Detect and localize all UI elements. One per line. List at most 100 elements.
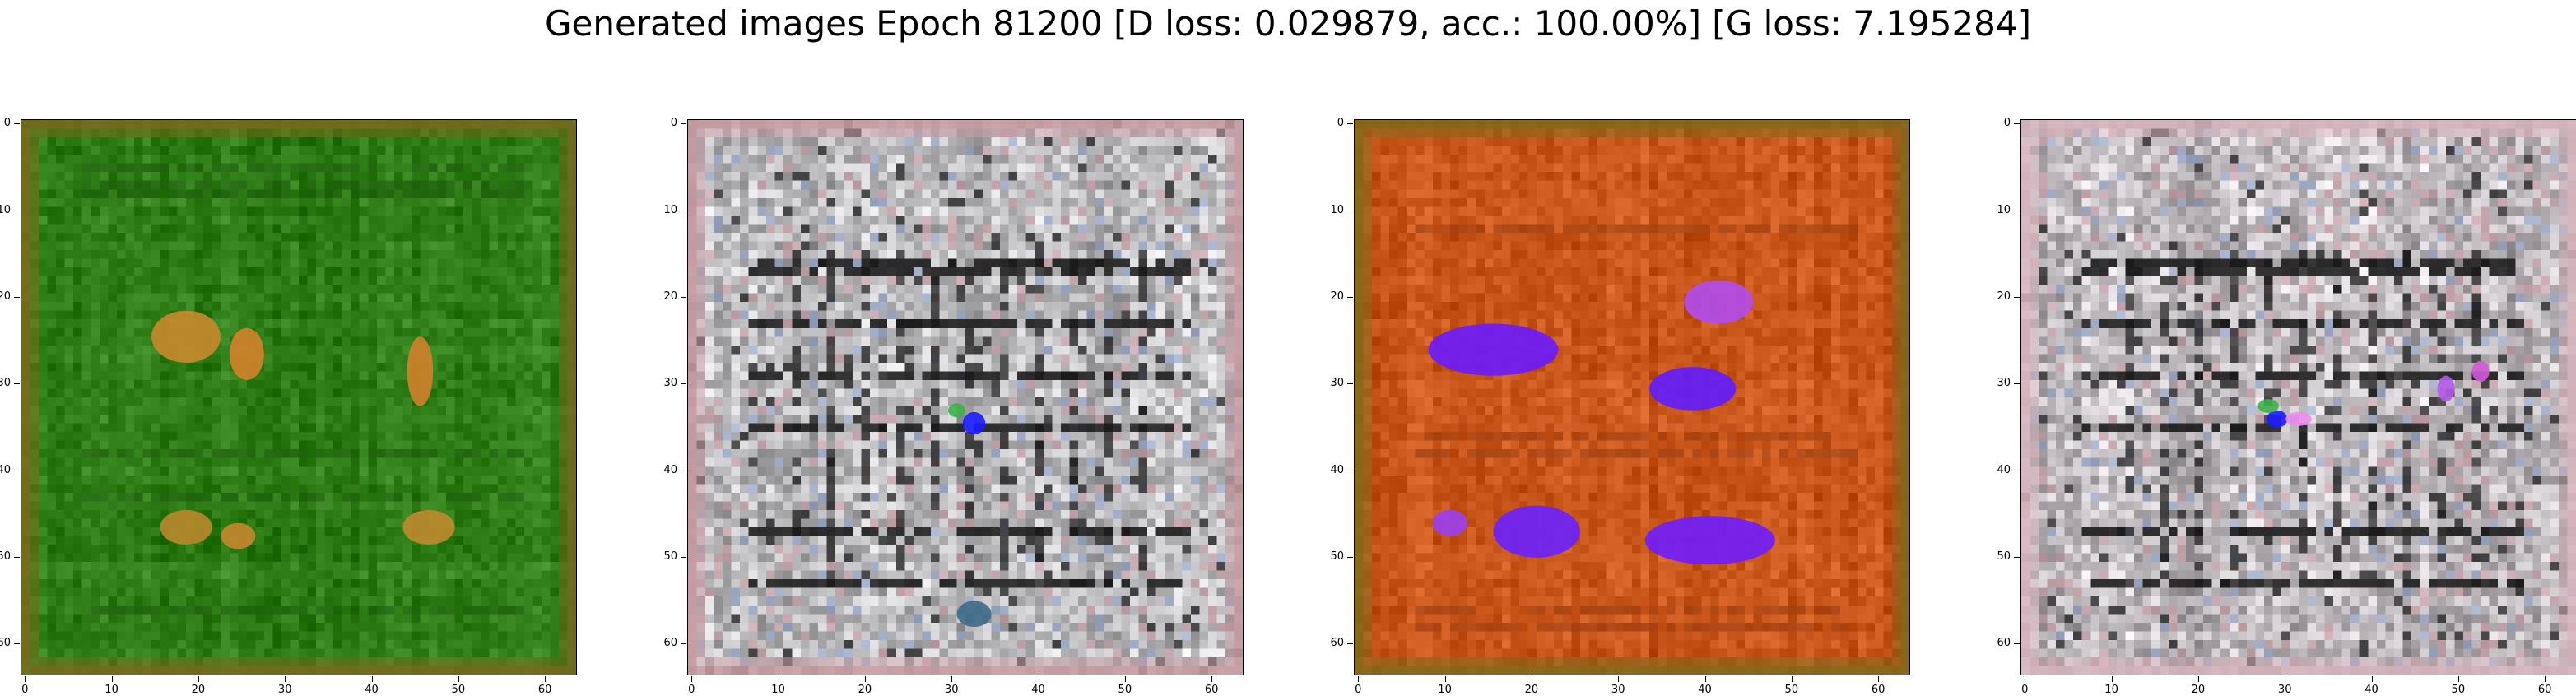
y-tick <box>1347 297 1353 298</box>
y-tick-label: 40 <box>0 465 11 476</box>
x-tick <box>198 676 199 682</box>
color-blob <box>2438 376 2455 402</box>
y-tick <box>1347 123 1353 124</box>
y-tick-label: 50 <box>1997 551 2011 563</box>
y-tick <box>681 123 686 124</box>
y-tick-label: 50 <box>663 551 677 563</box>
y-tick-label: 30 <box>1997 378 2011 389</box>
y-tick-label: 0 <box>4 118 11 129</box>
pixel-grid <box>688 120 1243 675</box>
color-blob <box>2267 411 2287 428</box>
generated-image <box>1354 119 1910 675</box>
color-blob <box>1429 323 1559 375</box>
pixel-grid <box>2021 120 2576 675</box>
x-tick <box>1125 676 1126 682</box>
x-tick <box>1358 676 1359 682</box>
y-tick <box>14 383 20 384</box>
y-tick-label: 20 <box>663 291 677 303</box>
y-tick-label: 10 <box>1997 205 2011 216</box>
y-tick-label: 60 <box>0 638 11 649</box>
color-blob <box>160 510 212 545</box>
generated-image <box>687 119 1244 675</box>
x-tick <box>1445 676 1446 682</box>
x-tick-label: 60 <box>1205 684 1219 696</box>
y-tick-label: 50 <box>0 551 11 563</box>
color-blob <box>2285 412 2312 426</box>
color-blob <box>407 336 434 406</box>
x-tick <box>372 676 373 682</box>
generated-image <box>2020 119 2576 675</box>
x-tick <box>545 676 546 682</box>
y-tick <box>14 123 20 124</box>
y-tick <box>1347 383 1353 384</box>
y-tick <box>681 383 686 384</box>
x-tick <box>1705 676 1706 682</box>
figure-title: Generated images Epoch 81200 [D loss: 0.… <box>0 0 2576 48</box>
x-tick-label: 10 <box>2104 684 2118 696</box>
color-blob <box>221 523 255 550</box>
y-tick <box>2014 383 2020 384</box>
x-tick <box>458 676 459 682</box>
color-blob <box>1433 510 1467 536</box>
x-tick <box>1792 676 1793 682</box>
x-tick-label: 20 <box>1525 684 1539 696</box>
y-tick <box>14 297 20 298</box>
y-tick <box>14 557 20 558</box>
x-tick-label: 20 <box>858 684 872 696</box>
y-tick-label: 30 <box>0 378 11 389</box>
y-tick-label: 50 <box>1330 551 1344 563</box>
x-tick <box>865 676 866 682</box>
color-blob <box>956 601 991 627</box>
x-tick-label: 50 <box>1118 684 1132 696</box>
y-tick-label: 40 <box>1997 465 2011 476</box>
y-tick-label: 10 <box>663 205 677 216</box>
color-blob <box>1645 516 1775 564</box>
y-tick <box>681 643 686 644</box>
y-tick-label: 60 <box>663 638 677 649</box>
x-tick-label: 30 <box>2278 684 2292 696</box>
y-tick <box>2014 557 2020 558</box>
y-tick-label: 60 <box>1330 638 1344 649</box>
color-blob <box>402 510 454 545</box>
y-tick-label: 0 <box>2004 118 2011 129</box>
color-blob <box>1684 281 1753 324</box>
x-tick-label: 30 <box>945 684 959 696</box>
color-blob <box>1494 506 1580 558</box>
x-tick-label: 40 <box>365 684 379 696</box>
x-tick-label: 30 <box>278 684 292 696</box>
x-tick <box>691 676 692 682</box>
x-tick <box>2545 676 2546 682</box>
color-blob <box>151 311 221 363</box>
x-tick-label: 60 <box>1872 684 1886 696</box>
x-tick <box>2112 676 2113 682</box>
x-tick-label: 40 <box>1698 684 1712 696</box>
color-blob <box>230 328 264 380</box>
x-tick <box>951 676 952 682</box>
x-tick <box>1618 676 1619 682</box>
x-tick-label: 20 <box>192 684 206 696</box>
y-tick <box>2014 643 2020 644</box>
x-tick-label: 50 <box>2452 684 2466 696</box>
x-tick-label: 50 <box>1785 684 1799 696</box>
x-tick-label: 40 <box>1031 684 1045 696</box>
y-tick <box>14 643 20 644</box>
y-tick-label: 20 <box>1997 291 2011 303</box>
y-tick <box>2014 297 2020 298</box>
x-tick-label: 50 <box>452 684 466 696</box>
x-tick <box>1878 676 1879 682</box>
x-tick-label: 40 <box>2364 684 2378 696</box>
pixel-grid <box>21 120 576 675</box>
y-tick-label: 10 <box>0 205 11 216</box>
y-tick-label: 40 <box>1330 465 1344 476</box>
x-tick-label: 10 <box>105 684 119 696</box>
y-tick-label: 20 <box>0 291 11 303</box>
y-tick <box>681 297 686 298</box>
y-tick-label: 0 <box>1337 118 1344 129</box>
y-tick <box>681 557 686 558</box>
x-tick-label: 0 <box>21 684 28 696</box>
color-blob <box>963 412 985 434</box>
x-tick-label: 0 <box>688 684 695 696</box>
y-tick-label: 60 <box>1997 638 2011 649</box>
